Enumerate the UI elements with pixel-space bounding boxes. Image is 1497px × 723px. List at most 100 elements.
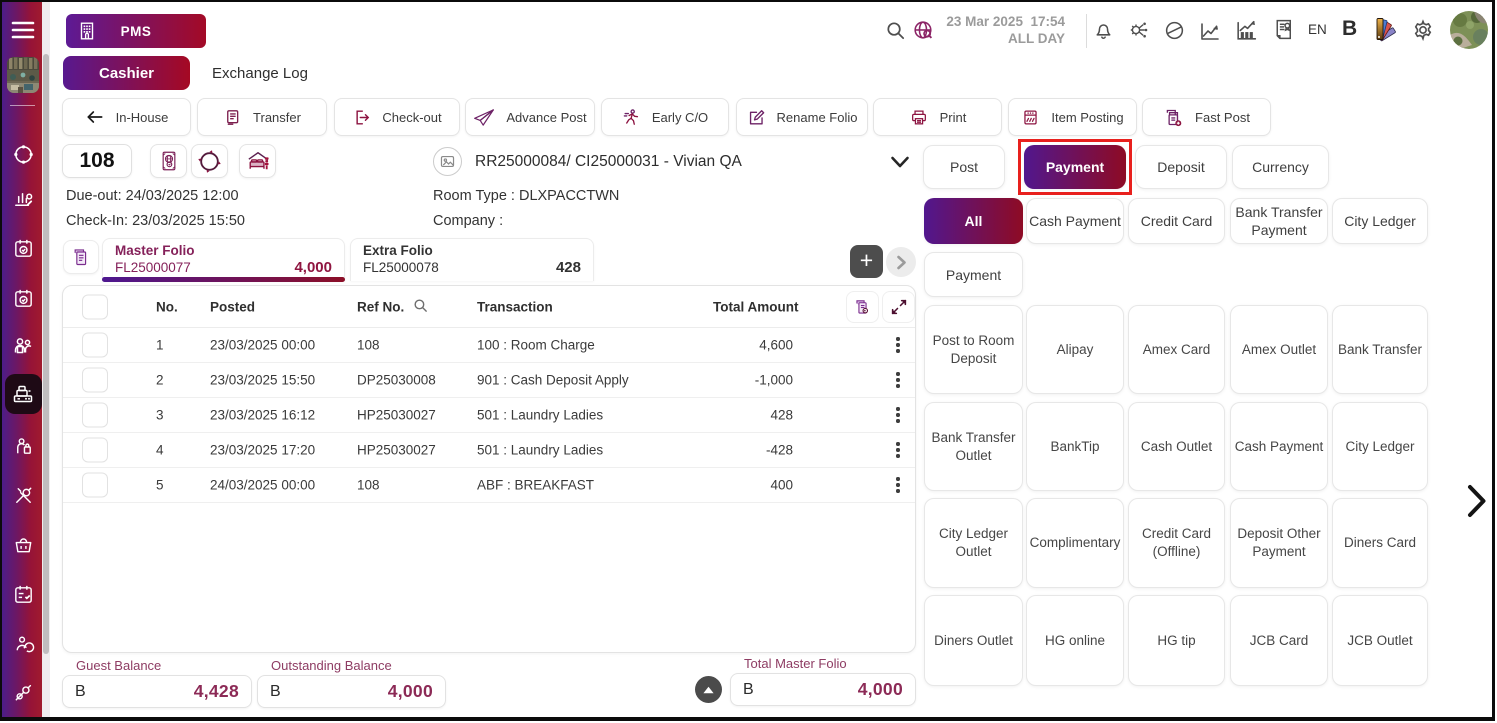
payment-method-button[interactable]: Deposit Other Payment <box>1230 498 1328 588</box>
select-all-checkbox[interactable] <box>82 294 108 320</box>
tab-exchange-log[interactable]: Exchange Log <box>212 64 308 82</box>
transaction-row[interactable]: 4 23/03/2025 17:20 HP25030027 501 : Laun… <box>63 433 915 468</box>
sidebar-item-market-icon[interactable] <box>11 532 35 556</box>
payment-method-button[interactable]: JCB Outlet <box>1332 595 1428 686</box>
early-co-button[interactable]: Early C/O <box>601 98 729 136</box>
globe-search-icon[interactable] <box>911 18 936 48</box>
collapse-balances-button[interactable] <box>695 676 722 703</box>
filter-all[interactable]: All <box>924 198 1023 244</box>
folio-tab-extra[interactable]: Extra Folio FL25000078 428 <box>350 238 594 281</box>
night-audit-icon[interactable] <box>1163 19 1186 47</box>
add-folio-button[interactable]: + <box>850 245 883 278</box>
transaction-row[interactable]: 1 23/03/2025 00:00 108 100 : Room Charge… <box>63 328 915 363</box>
theme-palette-icon[interactable] <box>1372 15 1402 50</box>
settings-gear-icon[interactable] <box>1410 17 1436 48</box>
row-menu-button[interactable] <box>891 475 905 495</box>
font-style-button[interactable]: B <box>1342 17 1358 40</box>
row-checkbox[interactable] <box>82 472 108 498</box>
folio-tabs-next-button[interactable] <box>886 247 916 277</box>
room-number-box[interactable]: 108 <box>62 144 132 178</box>
payment-method-button[interactable]: Alipay <box>1026 305 1124 394</box>
payment-method-button[interactable]: Amex Outlet <box>1230 305 1328 394</box>
search-icon[interactable] <box>884 19 907 47</box>
payment-method-button[interactable]: Credit Card (Offline) <box>1128 498 1225 588</box>
sidebar-item-maintenance-icon[interactable] <box>11 680 35 704</box>
transaction-row[interactable]: 2 23/03/2025 15:50 DP25030008 901 : Cash… <box>63 363 915 398</box>
payment-method-button[interactable]: Cash Payment <box>1230 402 1328 491</box>
sidebar-item-schedule-icon[interactable] <box>11 582 35 606</box>
pms-app-button[interactable]: PMS <box>66 14 206 48</box>
rename-folio-button[interactable]: Rename Folio <box>736 98 868 136</box>
filter-payment[interactable]: Payment <box>924 252 1023 297</box>
payment-method-button[interactable]: Diners Outlet <box>924 595 1023 686</box>
row-menu-button[interactable] <box>891 335 905 355</box>
expand-table-button[interactable] <box>882 291 915 323</box>
sidebar-scrollbar[interactable] <box>42 2 50 719</box>
row-checkbox[interactable] <box>82 367 108 393</box>
transaction-row[interactable]: 3 23/03/2025 16:12 HP25030027 501 : Laun… <box>63 398 915 433</box>
sidebar-item-cashier-icon[interactable] <box>11 382 35 406</box>
room-status-button[interactable] <box>239 144 276 178</box>
transaction-row[interactable]: 5 24/03/2025 00:00 108 ABF : BREAKFAST 4… <box>63 468 915 503</box>
payment-method-button[interactable]: Amex Card <box>1128 305 1225 394</box>
sidebar-item-guests-icon[interactable] <box>11 334 35 358</box>
payment-method-button[interactable]: Post to Room Deposit <box>924 305 1023 394</box>
notifications-bell-icon[interactable] <box>1092 19 1115 47</box>
property-thumbnail[interactable] <box>7 57 39 93</box>
language-selector[interactable]: EN <box>1308 22 1327 37</box>
line-chart-icon[interactable] <box>1198 19 1222 48</box>
sidebar-item-tools-icon[interactable] <box>11 483 35 507</box>
item-posting-button[interactable]: Item Posting <box>1008 98 1137 136</box>
payment-method-button[interactable]: Bank Transfer Outlet <box>924 402 1023 491</box>
panel-tab-post[interactable]: Post <box>923 145 1005 189</box>
filter-cash-payment[interactable]: Cash Payment <box>1026 198 1124 244</box>
transfer-button[interactable]: Transfer <box>197 98 327 136</box>
in-house-button[interactable]: In-House <box>62 98 191 136</box>
row-checkbox[interactable] <box>82 437 108 463</box>
folio-tab-master[interactable]: Master Folio FL25000077 4,000 <box>102 238 345 282</box>
guest-details-chevron-icon[interactable] <box>890 155 910 174</box>
row-menu-button[interactable] <box>891 370 905 390</box>
tab-cashier[interactable]: Cashier <box>63 56 190 90</box>
filter-city-ledger[interactable]: City Ledger <box>1332 198 1428 244</box>
payment-method-button[interactable]: JCB Card <box>1230 595 1328 686</box>
row-checkbox[interactable] <box>82 332 108 358</box>
hamburger-menu-icon[interactable] <box>11 18 35 42</box>
payment-method-button[interactable]: Complimentary <box>1026 498 1124 588</box>
payment-methods-next-button[interactable] <box>1460 484 1494 518</box>
copy-search-button[interactable] <box>846 291 879 323</box>
sidebar-item-calendar-check-icon[interactable] <box>11 236 35 260</box>
sidebar-scrollbar-thumb[interactable] <box>43 54 49 654</box>
row-checkbox[interactable] <box>82 402 108 428</box>
check-out-button[interactable]: Check-out <box>334 98 460 136</box>
payment-method-button[interactable]: HG tip <box>1128 595 1225 686</box>
guest-photo-placeholder[interactable] <box>433 147 462 176</box>
panel-tab-currency[interactable]: Currency <box>1232 145 1329 189</box>
reports-document-icon[interactable] <box>1271 17 1296 47</box>
payment-method-button[interactable]: Bank Transfer <box>1332 305 1428 394</box>
panel-tab-payment[interactable]: Payment <box>1024 145 1126 189</box>
print-button[interactable]: Print <box>873 98 1002 136</box>
bar-chart-icon[interactable] <box>1234 18 1259 48</box>
payment-method-button[interactable]: City Ledger <box>1332 402 1428 491</box>
sidebar-item-concierge-icon[interactable] <box>11 434 35 458</box>
advance-post-button[interactable]: Advance Post <box>465 98 595 136</box>
payment-method-button[interactable]: City Ledger Outlet <box>924 498 1023 588</box>
folio-list-button[interactable] <box>63 240 99 274</box>
sidebar-item-sync-icon[interactable] <box>11 142 35 166</box>
row-menu-button[interactable] <box>891 405 905 425</box>
row-menu-button[interactable] <box>891 440 905 460</box>
payment-method-button[interactable]: BankTip <box>1026 402 1124 491</box>
sidebar-item-calendar-confirm-icon[interactable] <box>11 286 35 310</box>
payment-method-button[interactable]: Diners Card <box>1332 498 1428 588</box>
sidebar-item-statistics-icon[interactable] <box>11 186 35 210</box>
filter-bank-transfer-payment[interactable]: Bank Transfer Payment <box>1230 198 1328 244</box>
sidebar-item-user-settings-icon[interactable] <box>11 631 35 655</box>
payment-method-button[interactable]: Cash Outlet <box>1128 402 1225 491</box>
user-avatar[interactable] <box>1450 11 1488 49</box>
payment-method-button[interactable]: HG online <box>1026 595 1124 686</box>
panel-tab-deposit[interactable]: Deposit <box>1135 145 1227 189</box>
room-sync-button[interactable] <box>191 144 228 178</box>
ai-assistant-icon[interactable] <box>1127 18 1151 47</box>
registration-card-button[interactable] <box>150 144 187 178</box>
